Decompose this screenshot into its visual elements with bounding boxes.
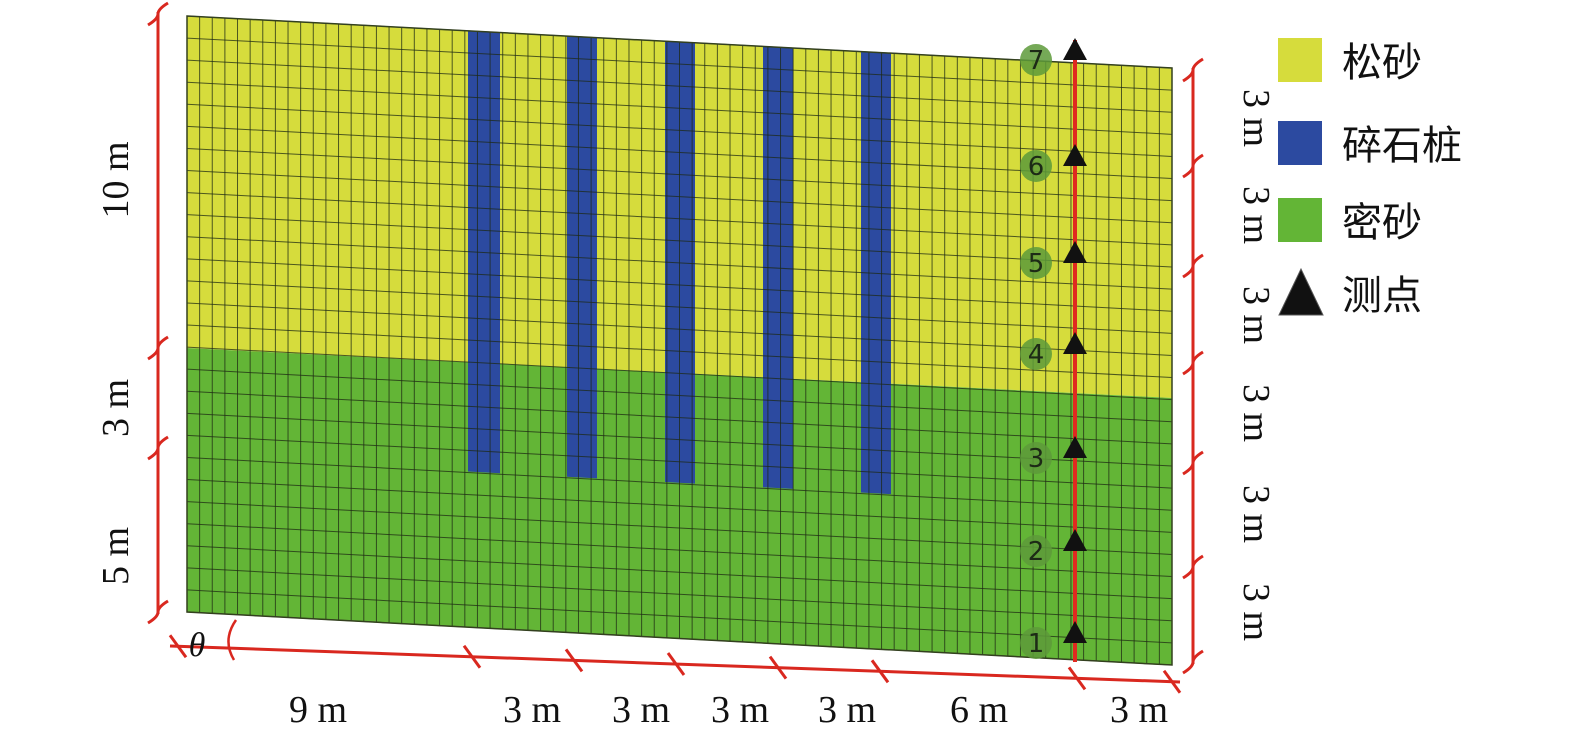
right-dim-label: 3 m xyxy=(1235,485,1277,543)
point-number: 7 xyxy=(1028,46,1045,76)
point-number: 2 xyxy=(1028,537,1045,567)
bottom-dim-label: 3 m xyxy=(503,689,561,731)
measure-point-1: 1 xyxy=(1020,621,1087,659)
dimension-tick xyxy=(666,652,686,676)
left-dim-label: 3 m xyxy=(95,379,137,437)
point-circle xyxy=(1020,338,1052,370)
dimension-tick xyxy=(564,648,584,673)
legend-swatch xyxy=(1278,38,1322,82)
dimension-tick xyxy=(870,659,890,684)
angle-label: θ xyxy=(189,627,206,664)
bottom-dimension: 9 m 3 m 3 m 3 m 3 m 6 m 3 m xyxy=(168,634,1182,731)
model-outline xyxy=(186,15,1173,666)
left-dim-label: 5 m xyxy=(95,527,137,585)
right-dimension: 3 m 3 m 3 m 3 m 3 m 3 m xyxy=(1182,57,1277,675)
angle-arc xyxy=(227,619,238,661)
dimension-tick xyxy=(462,644,482,669)
dimension-tick xyxy=(1182,253,1204,279)
triangle-icon xyxy=(1063,241,1087,263)
triangle-icon xyxy=(1063,332,1087,354)
point-circle xyxy=(1020,442,1052,474)
dimension-tick xyxy=(1182,57,1204,83)
legend-swatch xyxy=(1278,198,1322,242)
dimension-tick xyxy=(1182,350,1204,376)
point-number: 5 xyxy=(1028,249,1045,279)
point-circle xyxy=(1020,150,1052,182)
point-number: 6 xyxy=(1028,152,1045,182)
right-dim-label: 3 m xyxy=(1235,89,1277,147)
dimension-tick xyxy=(147,1,169,27)
bottom-dim-label: 3 m xyxy=(1110,689,1168,731)
dimension-tick xyxy=(147,335,169,361)
dimension-tick xyxy=(147,599,169,625)
measure-points-group: 1 2 3 4 5 6 7 xyxy=(1020,38,1087,662)
triangle-icon xyxy=(1278,267,1324,316)
bottom-dim-label: 9 m xyxy=(289,689,347,731)
point-circle xyxy=(1020,627,1052,659)
triangle-icon xyxy=(1063,38,1087,60)
mesh-region xyxy=(186,15,1173,666)
triangle-icon xyxy=(1063,529,1087,551)
dimension-tick xyxy=(1182,450,1204,476)
triangle-icon xyxy=(1063,436,1087,458)
dimension-tick xyxy=(1182,153,1204,179)
right-dim-label: 3 m xyxy=(1235,384,1277,442)
point-circle xyxy=(1020,535,1052,567)
legend-label: 密砂 xyxy=(1342,200,1422,246)
measure-point-2: 2 xyxy=(1020,529,1087,567)
dimension-tick xyxy=(1182,554,1204,580)
measure-point-5: 5 xyxy=(1020,241,1087,279)
legend-item-measure_point: 测点 xyxy=(1278,267,1422,319)
bottom-dim-label: 3 m xyxy=(612,689,670,731)
legend-label: 碎石桩 xyxy=(1342,123,1462,169)
bottom-dim-label: 3 m xyxy=(711,689,769,731)
point-number: 1 xyxy=(1028,629,1045,659)
right-dim-label: 3 m xyxy=(1235,186,1277,244)
point-number: 3 xyxy=(1028,444,1045,474)
measure-point-7: 7 xyxy=(1020,38,1087,76)
dimension-tick xyxy=(1067,666,1087,691)
measure-point-6: 6 xyxy=(1020,144,1087,182)
bottom-dim-label: 6 m xyxy=(950,689,1008,731)
triangle-icon xyxy=(1063,144,1087,166)
legend-item-loose_sand: 松砂 xyxy=(1278,38,1422,86)
legend-label: 测点 xyxy=(1342,273,1422,319)
left-dimension: 10 m 3 m 5 m xyxy=(95,1,169,625)
dimension-tick xyxy=(147,435,169,461)
right-dim-label: 3 m xyxy=(1235,286,1277,344)
legend-item-dense_sand: 密砂 xyxy=(1278,198,1422,246)
triangle-icon xyxy=(1063,621,1087,643)
right-dim-label: 3 m xyxy=(1235,583,1277,641)
bottom-dim-label: 3 m xyxy=(818,689,876,731)
dimension-tick xyxy=(168,634,188,659)
left-dim-label: 10 m xyxy=(95,141,137,218)
legend-label: 松砂 xyxy=(1342,40,1422,86)
legend-swatch xyxy=(1278,121,1322,165)
dimension-tick xyxy=(1162,669,1182,694)
measure-point-4: 4 xyxy=(1020,332,1087,370)
point-number: 4 xyxy=(1028,340,1045,370)
point-circle xyxy=(1020,247,1052,279)
point-circle xyxy=(1020,44,1052,76)
measure-point-3: 3 xyxy=(1020,436,1087,474)
dimension-tick xyxy=(768,655,788,680)
dimension-tick xyxy=(1182,649,1204,675)
slope-angle: θ xyxy=(189,619,238,664)
legend-item-gravel_pile: 碎石桩 xyxy=(1278,121,1462,169)
